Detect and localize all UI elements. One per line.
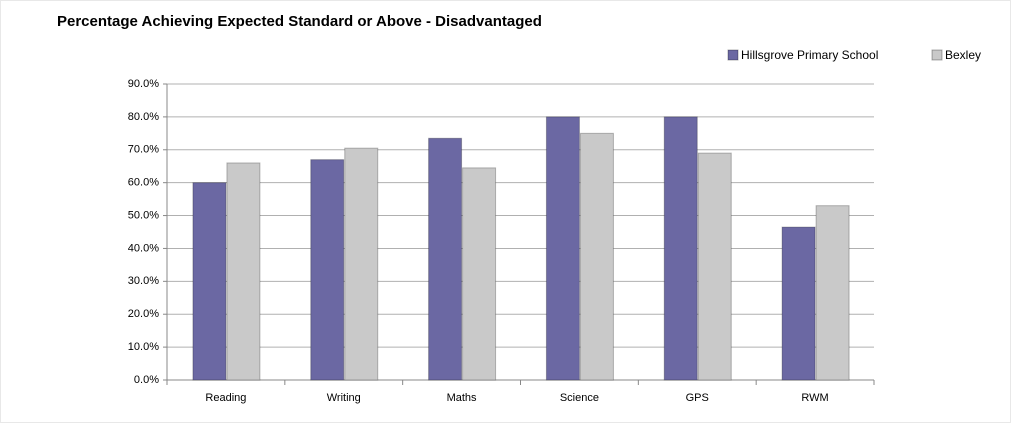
bar [462, 167, 497, 381]
bar [226, 162, 261, 381]
y-tick-label: 10.0% [128, 341, 159, 353]
x-tick-label: Writing [327, 392, 361, 404]
y-tick-label: 80.0% [128, 111, 159, 123]
x-tick-label: GPS [686, 392, 709, 404]
bar [815, 205, 850, 381]
x-tick-label: Science [560, 392, 599, 404]
legend-swatch [727, 49, 739, 61]
legend-label: Hillsgrove Primary School [741, 48, 878, 62]
bar [545, 116, 580, 381]
y-tick-label: 60.0% [128, 177, 159, 189]
legend-swatch [931, 49, 943, 61]
bar [344, 147, 379, 381]
bar [579, 132, 614, 381]
y-tick-label: 0.0% [134, 374, 159, 386]
bar [697, 152, 732, 381]
y-tick-label: 70.0% [128, 144, 159, 156]
bar [428, 137, 463, 381]
y-tick-label: 30.0% [128, 275, 159, 287]
x-tick-label: Reading [205, 392, 246, 404]
y-tick-label: 20.0% [128, 308, 159, 320]
x-tick-label: RWM [801, 392, 828, 404]
bar [663, 116, 698, 381]
bar [310, 159, 345, 381]
y-tick-label: 50.0% [128, 209, 159, 221]
y-tick-label: 40.0% [128, 242, 159, 254]
x-tick-label: Maths [447, 392, 477, 404]
legend-label: Bexley [945, 48, 981, 62]
y-tick-label: 90.0% [128, 78, 159, 90]
bar [192, 182, 227, 381]
chart-title: Percentage Achieving Expected Standard o… [57, 13, 542, 30]
bar [781, 226, 816, 381]
